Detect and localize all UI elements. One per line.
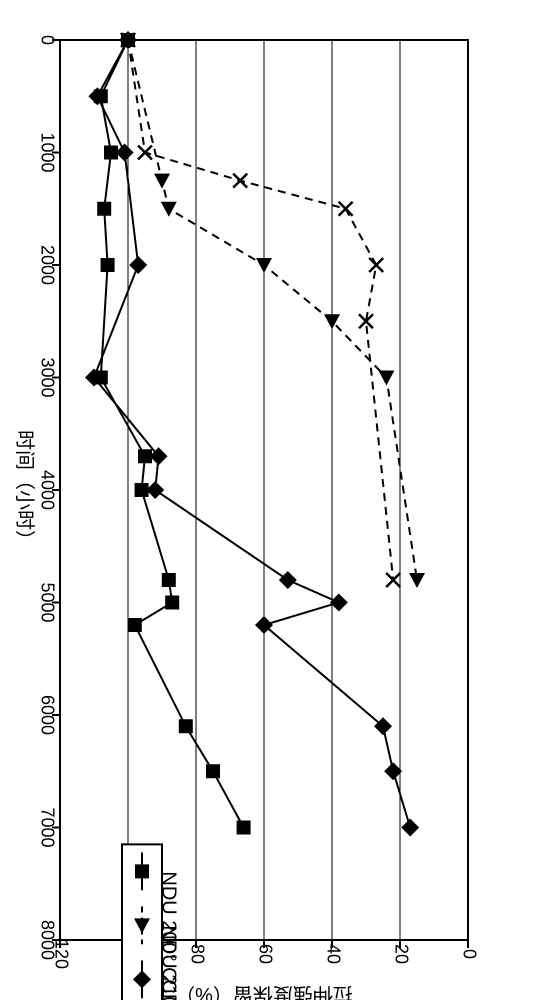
y-tick-label: 2000 xyxy=(37,245,57,285)
x-tick-label: 60 xyxy=(255,944,275,964)
y-tick-label: 6000 xyxy=(37,695,57,735)
y-tick-label: 4000 xyxy=(37,470,57,510)
y-axis-label: 时间（小时） xyxy=(13,430,36,550)
legend-label-cdu200: CDU 200° C xyxy=(158,979,180,1000)
y-tick-label: 1000 xyxy=(37,132,57,172)
y-tick-label: 8000 xyxy=(37,920,57,960)
x-tick-label: 20 xyxy=(391,944,411,964)
y-tick-label: 0 xyxy=(37,35,57,45)
x-tick-label: 40 xyxy=(323,944,343,964)
y-tick-label: 3000 xyxy=(37,357,57,397)
y-tick-label: 5000 xyxy=(37,582,57,622)
x-tick-label: 80 xyxy=(187,944,207,964)
x-tick-label: 0 xyxy=(459,949,479,959)
line-chart: 0204060801001200100020003000400050006000… xyxy=(0,0,538,1000)
y-tick-label: 7000 xyxy=(37,807,57,847)
x-axis-label: 拉伸强度保留（%） xyxy=(175,983,353,1000)
